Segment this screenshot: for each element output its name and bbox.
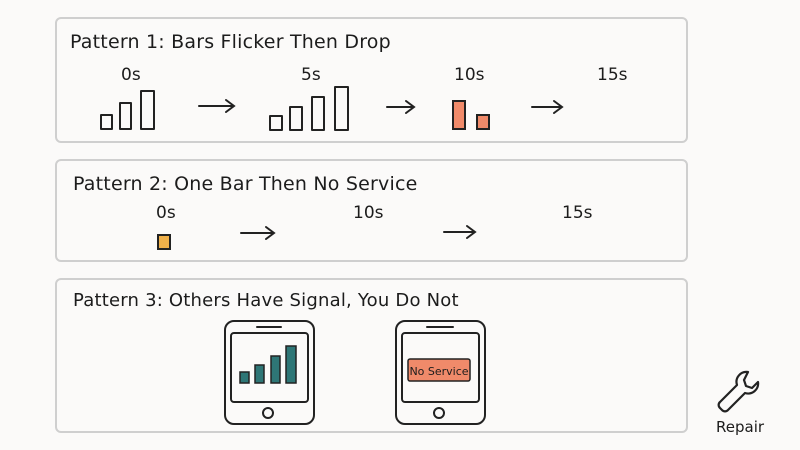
p1-time-0s: 0s <box>121 65 141 85</box>
repair-label: Repair <box>716 418 765 436</box>
p1-5s-bar-3 <box>311 96 325 131</box>
pattern-1-title: Pattern 1: Bars Flicker Then Drop <box>70 31 391 53</box>
p2-arrow-2-icon <box>443 225 477 239</box>
wrench-icon[interactable] <box>712 366 764 418</box>
pattern-2-panel: Pattern 2: One Bar Then No Service 0s 10… <box>55 159 688 262</box>
p2-time-0s: 0s <box>156 203 176 223</box>
p1-time-5s: 5s <box>301 65 321 85</box>
p1-5s-bar-1 <box>269 115 283 131</box>
phone-full-signal <box>224 320 315 425</box>
pattern-1-panel: Pattern 1: Bars Flicker Then Drop 0s 5s … <box>55 17 688 143</box>
p1-5s-bar-2 <box>289 106 303 131</box>
p1-time-15s: 15s <box>597 65 628 85</box>
p2-time-15s: 15s <box>562 203 593 223</box>
p1-time-10s: 10s <box>454 65 485 85</box>
p1-0s-bar-2 <box>119 102 132 130</box>
p1-10s-bar-2 <box>476 114 490 130</box>
no-service-label: No Service <box>409 365 468 378</box>
p1-arrow-1-icon <box>198 99 236 113</box>
pattern-3-title: Pattern 3: Others Have Signal, You Do No… <box>73 290 459 311</box>
p1-10s-bar-1 <box>452 100 466 130</box>
pattern-1-drawing <box>100 86 564 131</box>
phone-1-bar-1 <box>239 371 250 384</box>
no-service-badge <box>407 358 471 382</box>
pattern-3-drawing: No Service <box>224 320 486 425</box>
p2-arrow-1-icon <box>240 226 276 240</box>
pattern-2-drawing <box>157 225 477 250</box>
phone-1-bar-2 <box>254 364 265 384</box>
p1-arrow-2-icon <box>386 100 416 114</box>
p2-time-10s: 10s <box>353 203 384 223</box>
p1-0s-bar-1 <box>100 114 113 130</box>
p1-5s-bar-4 <box>334 86 349 131</box>
pattern-3-panel: Pattern 3: Others Have Signal, You Do No… <box>55 278 688 433</box>
p2-0s-bar-1 <box>157 234 171 250</box>
phone-1-bar-3 <box>270 355 281 384</box>
p1-0s-bar-3 <box>140 90 155 130</box>
phone-1-bar-4 <box>285 345 297 384</box>
pattern-2-title: Pattern 2: One Bar Then No Service <box>73 173 418 195</box>
p1-arrow-3-icon <box>531 100 564 114</box>
